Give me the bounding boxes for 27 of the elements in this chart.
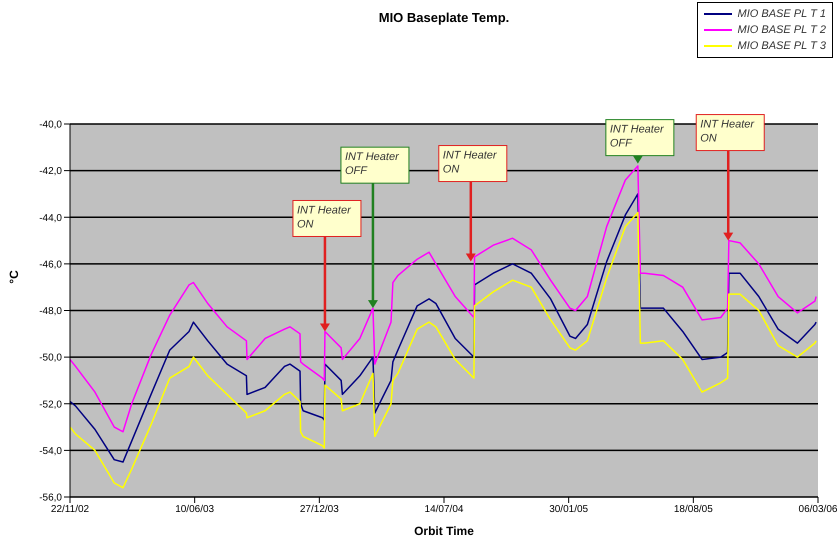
annotation: INT Heater ON <box>700 118 756 145</box>
legend-label: MIO BASE PL T 2 <box>738 24 826 36</box>
y-tick-label: -44,0 <box>39 212 62 224</box>
chart-title: MIO Baseplate Temp. <box>378 10 510 25</box>
x-axis-title: Orbit Time <box>413 524 475 538</box>
annotation: INT Heater OFF <box>610 124 665 150</box>
x-tick-label: 10/06/03 <box>175 504 215 516</box>
y-tick-label: -52,0 <box>39 399 62 410</box>
y-tick-label: -48,0 <box>39 306 62 318</box>
annotation: INT Heater ON <box>296 204 352 230</box>
y-tick-label: -56,0 <box>39 492 62 504</box>
annotation: INT Heater OFF <box>344 151 400 178</box>
x-tick-label: 06/03/06 <box>798 504 837 516</box>
x-tick-label: 30/01/05 <box>549 504 589 516</box>
x-tick-label: 14/07/04 <box>424 504 464 516</box>
y-tick-label: -50,0 <box>39 352 62 364</box>
x-tick-label: 27/12/03 <box>300 504 340 516</box>
legend-label: MIO BASE PL T 1 <box>738 8 826 20</box>
annotation: INT Heater ON <box>442 150 498 176</box>
x-tick-label: 18/08/05 <box>674 504 714 516</box>
y-tick-label: -54,0 <box>39 446 62 457</box>
y-axis-title: °C <box>7 269 21 286</box>
y-tick-label: -40,0 <box>39 120 62 131</box>
legend-label: MIO BASE PL T 3 <box>738 40 826 52</box>
y-tick-label: -46,0 <box>39 259 62 270</box>
x-tick-label: 22/11/02 <box>50 504 90 516</box>
y-tick-label: -42,0 <box>39 166 62 178</box>
